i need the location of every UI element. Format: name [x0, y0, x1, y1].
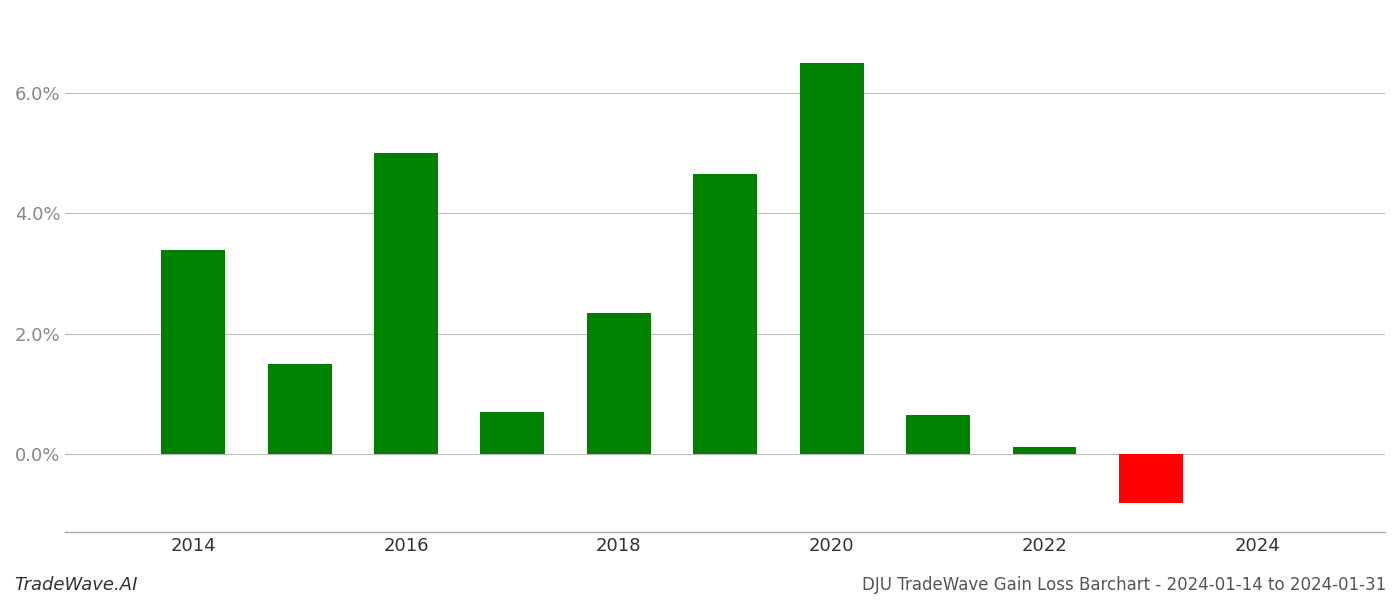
Text: TradeWave.AI: TradeWave.AI [14, 576, 137, 594]
Bar [480, 412, 545, 454]
Text: DJU TradeWave Gain Loss Barchart - 2024-01-14 to 2024-01-31: DJU TradeWave Gain Loss Barchart - 2024-… [862, 576, 1386, 594]
Bar [161, 250, 225, 454]
Bar [587, 313, 651, 454]
Bar [1119, 454, 1183, 503]
Bar [693, 175, 757, 454]
Bar [267, 364, 332, 454]
Bar [374, 154, 438, 454]
Bar [1012, 447, 1077, 454]
Bar [799, 63, 864, 454]
Bar [906, 415, 970, 454]
